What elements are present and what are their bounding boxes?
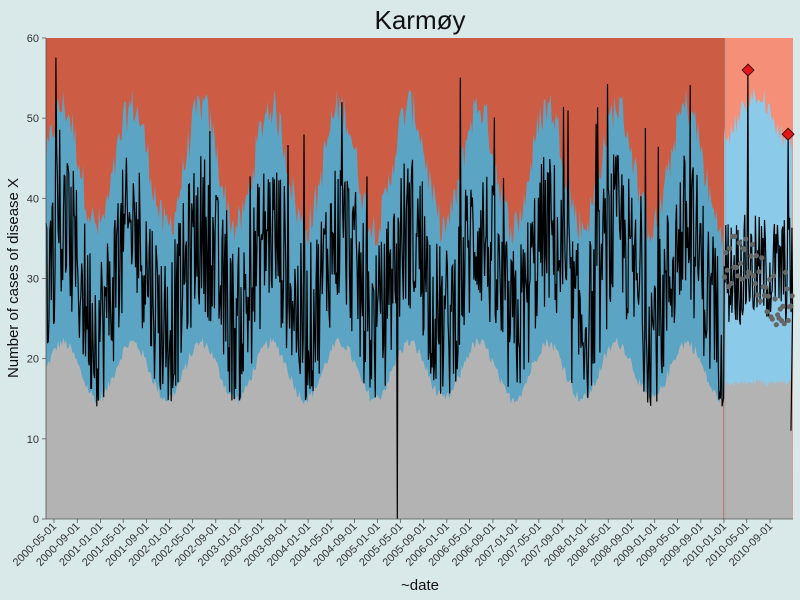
y-tick-label: 40	[27, 193, 39, 205]
band-normal-forecast	[723, 379, 793, 519]
forecast-point	[747, 270, 753, 276]
forecast-point	[728, 280, 734, 286]
forecast-point	[784, 286, 790, 292]
y-tick-label: 30	[27, 274, 39, 286]
forecast-point	[764, 309, 770, 315]
x-axis: 2000-05-012000-09-012001-01-012001-05-01…	[11, 518, 793, 569]
forecast-point	[755, 292, 761, 298]
forecast-point	[752, 281, 758, 287]
forecast-point	[767, 276, 773, 283]
forecast-point	[748, 253, 754, 259]
forecast-point	[788, 303, 794, 309]
forecast-point	[781, 321, 787, 327]
forecast-point	[735, 273, 741, 279]
forecast-point	[785, 317, 791, 324]
chart-title: Karmøy	[375, 5, 466, 35]
y-tick-label: 50	[27, 113, 39, 125]
x-axis-title: ~date	[401, 577, 439, 594]
forecast-point	[736, 240, 742, 246]
alert-marker	[781, 127, 795, 141]
forecast-point	[737, 260, 744, 266]
y-tick-label: 60	[27, 33, 39, 45]
y-tick-label: 0	[33, 514, 39, 526]
forecast-point	[772, 296, 778, 302]
forecast-point	[721, 274, 728, 280]
alert-marker	[741, 63, 755, 77]
forecast-point	[771, 273, 777, 279]
y-axis-title: Number of cases of disease X	[5, 178, 22, 378]
forecast-point	[723, 250, 729, 256]
series-observed-line	[45, 57, 794, 520]
forecast-point	[763, 284, 769, 290]
y-tick-label: 10	[27, 434, 39, 446]
y-tick-label: 20	[27, 354, 39, 366]
forecast-point	[733, 264, 740, 270]
forecast-points	[721, 233, 795, 328]
forecast-point	[751, 273, 757, 279]
forecast-point	[789, 293, 795, 299]
alert-markers	[741, 63, 795, 141]
forecast-point	[761, 292, 768, 299]
forecast-point	[724, 267, 730, 273]
forecast-point	[753, 253, 760, 259]
forecast-point	[749, 241, 756, 248]
band-normal	[46, 336, 724, 519]
forecast-point	[773, 322, 779, 328]
forecast-point	[759, 255, 765, 261]
plot-area	[45, 38, 795, 520]
forecast-point	[769, 316, 775, 322]
forecast-point	[757, 298, 764, 304]
forecast-point	[741, 247, 748, 253]
forecast-point	[765, 293, 771, 299]
forecast-point	[756, 269, 762, 275]
forecast-point	[739, 276, 745, 282]
forecast-point	[783, 269, 789, 275]
forecast-point	[743, 236, 749, 242]
forecast-point	[780, 303, 786, 309]
y-axis: 0 10 20 30 40 50 60	[27, 33, 47, 526]
forecast-point	[744, 274, 750, 280]
forecast-point	[732, 233, 738, 239]
forecast-point	[727, 245, 733, 251]
